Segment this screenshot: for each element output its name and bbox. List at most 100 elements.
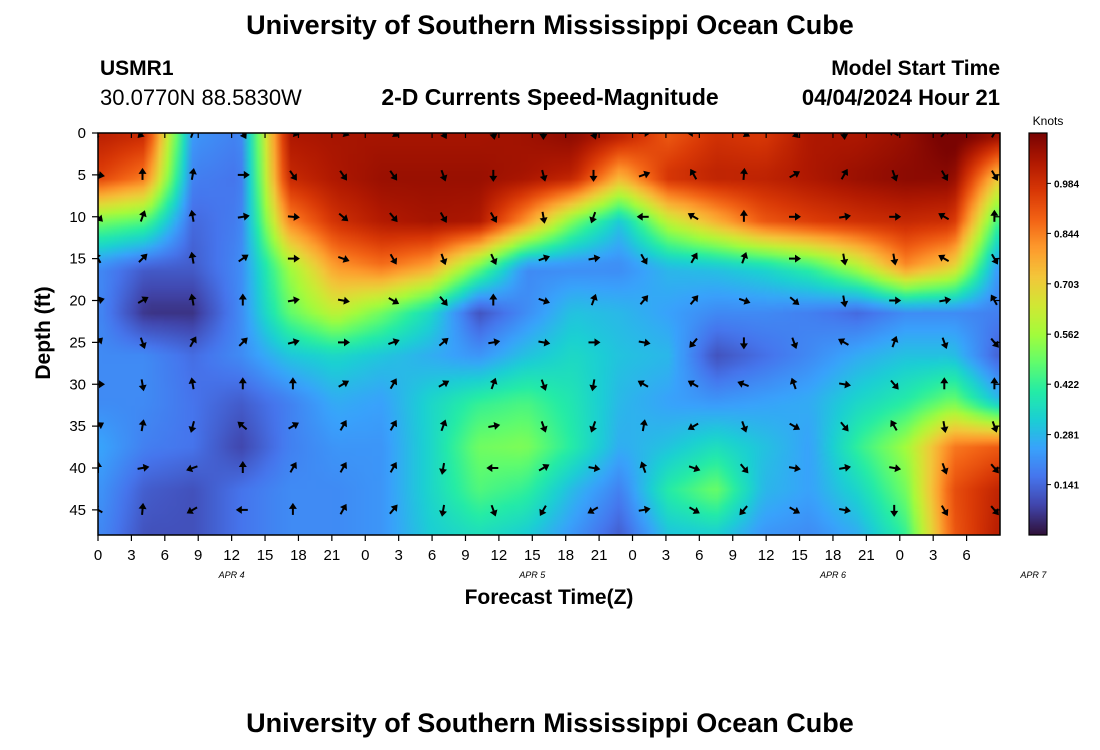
velocity-arrow — [287, 296, 300, 305]
velocity-arrow — [238, 337, 248, 347]
velocity-arrow — [689, 337, 698, 348]
velocity-arrow — [688, 464, 701, 473]
velocity-arrow — [238, 254, 249, 263]
velocity-arrow — [890, 335, 899, 348]
velocity-arrow — [589, 211, 597, 224]
x-tick-label: 21 — [591, 547, 608, 564]
y-tick-label: 0 — [78, 125, 86, 142]
x-tick-label: 21 — [858, 547, 875, 564]
velocity-arrow — [238, 293, 247, 306]
x-tick-label: 12 — [491, 547, 508, 564]
velocity-arrow — [940, 462, 949, 475]
velocity-arrow — [588, 254, 601, 263]
velocity-arrow — [338, 338, 350, 347]
velocity-arrow — [489, 169, 498, 182]
y-axis-ticks: 0 5 10 15 20 25 30 35 40 45 — [69, 125, 1000, 519]
velocity-arrow — [539, 169, 548, 182]
velocity-arrow — [789, 296, 800, 305]
velocity-arrow — [339, 461, 347, 473]
velocity-arrow — [489, 377, 498, 390]
colorbar: Knots 0.984 0.844 0.703 0.562 0.422 0.281 0.14… — [1028, 114, 1079, 536]
velocity-arrow — [889, 296, 902, 305]
velocity-arrow — [188, 251, 197, 264]
velocity-arrow — [739, 463, 749, 474]
velocity-arrow — [840, 421, 849, 432]
x-tick-label: 6 — [428, 547, 436, 564]
x-tick-label: 15 — [524, 547, 541, 564]
velocity-arrow — [739, 209, 748, 222]
velocity-arrow — [439, 419, 448, 432]
velocity-arrow — [991, 253, 999, 265]
velocity-arrow — [686, 133, 699, 137]
y-tick-label: 5 — [78, 167, 86, 184]
velocity-arrow — [98, 505, 103, 514]
velocity-arrow — [689, 168, 698, 180]
velocity-arrow — [137, 296, 149, 304]
x-tick-label: 3 — [127, 547, 135, 564]
date-label: APR 4 — [218, 570, 245, 580]
velocity-arrow — [840, 168, 849, 180]
velocity-arrow — [486, 464, 499, 472]
velocity-arrow — [288, 502, 297, 515]
velocity-arrow — [235, 505, 248, 514]
velocity-arrow — [590, 133, 598, 140]
velocity-arrow — [991, 133, 999, 138]
colorbar-ticks: 0.984 0.844 0.703 0.562 0.422 0.281 0.141 — [1047, 179, 1079, 492]
velocity-arrow — [337, 296, 350, 305]
velocity-arrow — [389, 170, 398, 181]
x-tick-label: 9 — [194, 547, 202, 564]
x-tick-label: 18 — [290, 547, 307, 564]
velocity-arrow — [188, 421, 197, 433]
x-axis-ticks: 0 3 6 9 12 15 18 21 0 3 6 9 12 15 18 21 0 3 6 9 12 15 18 21 0 3 6 A… — [94, 133, 1047, 580]
x-tick-label: 6 — [161, 547, 169, 564]
velocity-arrow — [489, 504, 498, 517]
velocity-arrow — [488, 421, 501, 430]
velocity-arrow — [439, 504, 447, 517]
velocity-arrow — [789, 212, 801, 221]
velocity-arrow — [587, 506, 599, 514]
station-id: USMR1 — [100, 57, 174, 80]
velocity-arrow — [98, 380, 105, 389]
velocity-arrow — [739, 505, 748, 516]
velocity-arrow — [588, 338, 601, 347]
velocity-arrow — [337, 255, 350, 263]
velocity-arrow — [138, 379, 147, 392]
y-tick-label: 15 — [69, 251, 86, 268]
velocity-arrow — [589, 169, 598, 182]
velocity-arrow — [288, 422, 299, 430]
x-tick-label: 21 — [324, 547, 341, 564]
velocity-arrow — [687, 212, 699, 221]
velocity-arrow — [139, 210, 147, 222]
velocity-arrow — [890, 169, 899, 182]
colorbar-tick-label: 0.703 — [1054, 280, 1079, 291]
velocity-arrow — [338, 212, 349, 222]
velocity-arrow — [189, 336, 197, 348]
x-tick-label: 15 — [791, 547, 808, 564]
velocity-arrow — [636, 212, 649, 221]
velocity-arrow — [687, 422, 699, 431]
x-tick-label: 3 — [394, 547, 402, 564]
velocity-arrow — [889, 464, 902, 473]
velocity-arrow — [889, 212, 902, 221]
velocity-arrow — [538, 464, 550, 472]
velocity-arrow — [940, 337, 949, 349]
velocity-arrow — [138, 419, 147, 432]
velocity-arrow — [389, 504, 398, 515]
velocity-arrow — [740, 252, 749, 264]
velocity-arrow — [839, 506, 851, 515]
velocity-arrow — [439, 253, 448, 266]
velocity-arrow — [789, 377, 798, 390]
velocity-arrow — [789, 254, 801, 263]
velocity-arrow — [638, 133, 651, 137]
velocity-arrow — [940, 505, 949, 516]
velocity-arrow — [840, 133, 849, 140]
velocity-arrow — [238, 377, 247, 390]
velocity-arrow — [991, 170, 999, 181]
velocity-arrow — [138, 167, 147, 180]
velocity-arrow — [839, 212, 851, 221]
velocity-arrow — [938, 212, 950, 221]
colorbar-tick-label: 0.984 — [1054, 179, 1079, 190]
y-tick-label: 10 — [69, 209, 86, 226]
x-axis-label: Forecast Time(Z) — [465, 586, 634, 609]
velocity-arrow — [590, 293, 598, 306]
